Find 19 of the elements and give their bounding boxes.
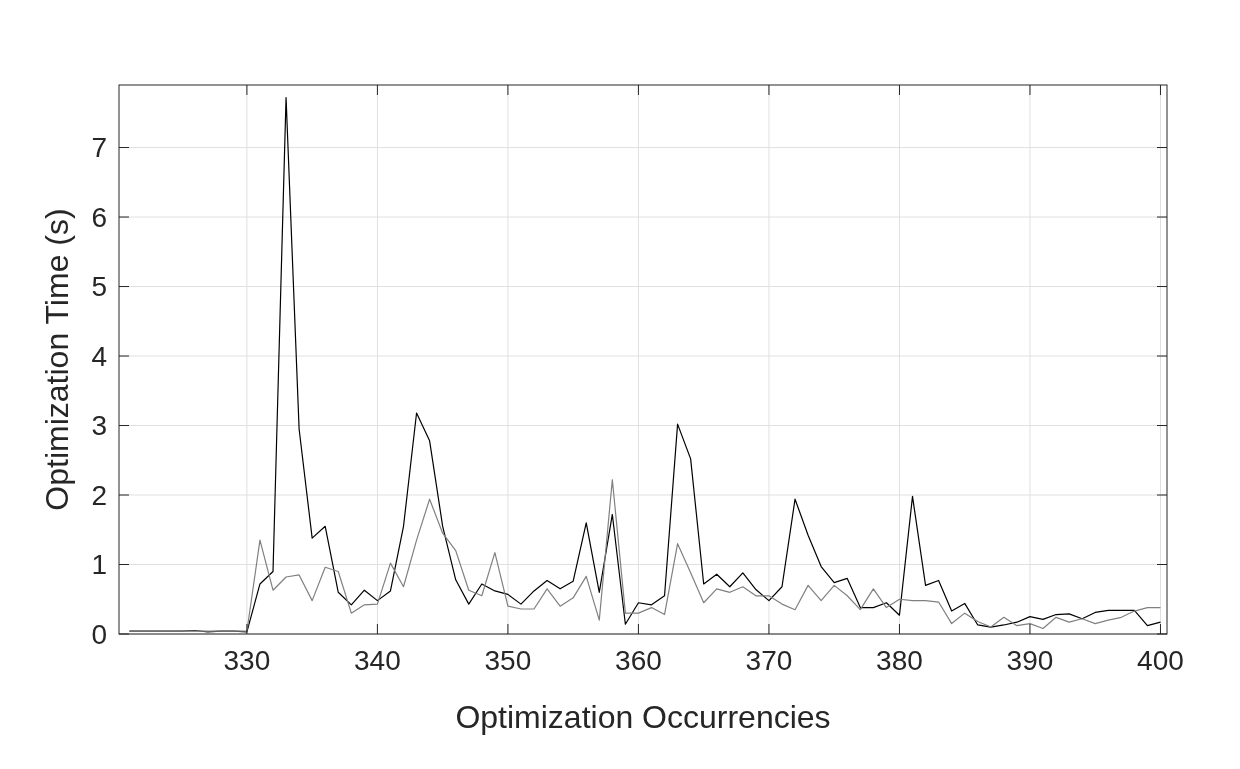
x-tick-label: 380 xyxy=(876,645,923,676)
x-tick-label: 360 xyxy=(615,645,662,676)
x-tick-label: 400 xyxy=(1137,645,1184,676)
y-tick-label: 0 xyxy=(91,618,107,650)
y-tick-label: 5 xyxy=(91,271,107,303)
line-series xyxy=(128,479,1162,632)
x-tick-label: 390 xyxy=(1006,645,1054,676)
y-tick-label: 1 xyxy=(91,549,107,581)
x-tick-label: 370 xyxy=(745,645,793,676)
y-tick-label: 7 xyxy=(91,132,107,164)
x-tick-label: 340 xyxy=(354,645,401,676)
x-axis-title: Optimization Occurrencies xyxy=(455,699,831,735)
y-tick-label: 3 xyxy=(91,410,107,442)
x-tick-label: 350 xyxy=(484,645,532,676)
y-tick-label: 6 xyxy=(91,201,107,233)
y-tick-label: 2 xyxy=(91,479,107,511)
y-axis-title: Optimization Time (s) xyxy=(39,208,75,511)
x-tick-label: 330 xyxy=(223,645,271,676)
y-tick-label: 4 xyxy=(91,340,107,372)
